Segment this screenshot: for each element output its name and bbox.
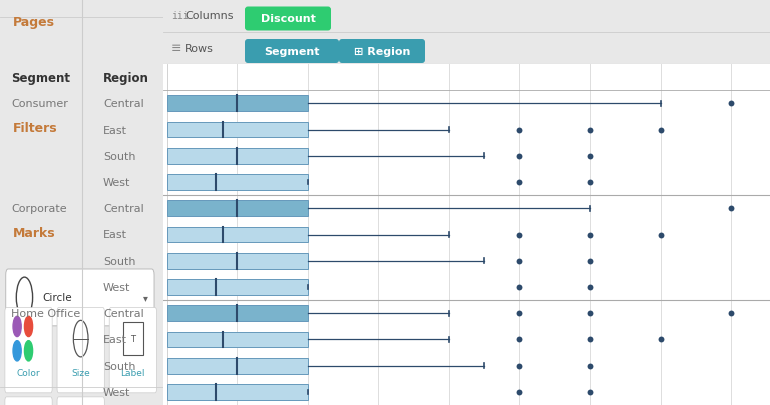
Text: West: West — [103, 178, 130, 188]
Circle shape — [25, 341, 32, 361]
Bar — [166, 175, 308, 190]
Point — [725, 205, 738, 212]
Text: East: East — [103, 125, 127, 135]
Text: Pages: Pages — [13, 16, 55, 29]
Text: Central: Central — [103, 99, 144, 109]
Bar — [166, 201, 308, 217]
Text: Consumer: Consumer — [12, 99, 68, 109]
Text: Segment: Segment — [264, 47, 320, 57]
Text: East: East — [103, 335, 127, 345]
Point — [584, 336, 596, 343]
Bar — [166, 305, 308, 321]
Bar — [166, 227, 308, 243]
Circle shape — [25, 317, 32, 337]
Point — [584, 362, 596, 369]
Point — [514, 362, 526, 369]
Text: South: South — [103, 151, 136, 162]
Text: T: T — [130, 334, 136, 343]
Circle shape — [13, 341, 22, 361]
Text: Home Office: Home Office — [12, 309, 81, 318]
Text: Discount: Discount — [260, 15, 316, 24]
Text: West: West — [103, 282, 130, 292]
FancyBboxPatch shape — [5, 308, 52, 393]
Text: ⊞ Region: ⊞ Region — [353, 47, 410, 57]
FancyBboxPatch shape — [5, 269, 154, 326]
Point — [584, 153, 596, 160]
Bar — [166, 253, 308, 269]
Text: West: West — [103, 387, 130, 397]
Bar — [166, 149, 308, 164]
Text: Segment: Segment — [12, 71, 70, 84]
Point — [584, 258, 596, 264]
Point — [584, 179, 596, 186]
Point — [514, 258, 526, 264]
Text: Region: Region — [103, 71, 149, 84]
Circle shape — [13, 317, 22, 337]
Bar — [166, 279, 308, 295]
Point — [514, 127, 526, 134]
Text: ▾: ▾ — [143, 293, 149, 303]
Text: South: South — [103, 361, 136, 371]
Point — [514, 336, 526, 343]
Bar — [166, 96, 308, 112]
Point — [725, 310, 738, 317]
Point — [584, 310, 596, 317]
Point — [514, 153, 526, 160]
Text: Rows: Rows — [185, 44, 214, 53]
Point — [584, 127, 596, 134]
Point — [514, 179, 526, 186]
Text: Size: Size — [72, 368, 90, 377]
FancyBboxPatch shape — [5, 397, 52, 405]
Point — [584, 284, 596, 290]
Point — [584, 389, 596, 395]
FancyBboxPatch shape — [109, 308, 156, 393]
Text: Central: Central — [103, 204, 144, 214]
Point — [514, 389, 526, 395]
Bar — [166, 122, 308, 138]
Text: Columns: Columns — [185, 11, 233, 21]
Text: ≡: ≡ — [171, 42, 182, 55]
Point — [514, 284, 526, 290]
Point — [654, 336, 667, 343]
Bar — [166, 332, 308, 347]
Text: South: South — [103, 256, 136, 266]
Point — [725, 101, 738, 107]
FancyBboxPatch shape — [339, 40, 425, 64]
FancyBboxPatch shape — [57, 397, 104, 405]
Point — [654, 127, 667, 134]
Text: East: East — [103, 230, 127, 240]
FancyBboxPatch shape — [57, 308, 104, 393]
Point — [584, 232, 596, 238]
Point — [514, 310, 526, 317]
FancyBboxPatch shape — [245, 40, 339, 64]
Text: iii: iii — [171, 11, 189, 21]
FancyBboxPatch shape — [245, 7, 331, 32]
Text: Color: Color — [17, 368, 40, 377]
Text: Label: Label — [121, 368, 145, 377]
Text: Marks: Marks — [13, 227, 55, 240]
Bar — [123, 323, 142, 355]
Text: Corporate: Corporate — [12, 204, 67, 214]
Text: Filters: Filters — [13, 122, 58, 134]
Point — [654, 232, 667, 238]
Point — [514, 232, 526, 238]
Text: Central: Central — [103, 309, 144, 318]
Bar — [166, 358, 308, 373]
Bar — [166, 384, 308, 400]
Text: Circle: Circle — [42, 293, 72, 303]
